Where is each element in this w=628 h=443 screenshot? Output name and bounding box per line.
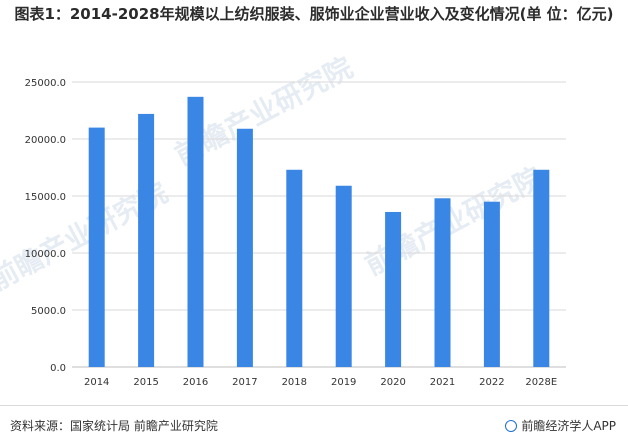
x-tick-label: 2017 xyxy=(232,377,257,388)
brand-text: 前瞻经济学人APP xyxy=(521,419,616,433)
source-text: 资料来源：国家统计局 前瞻产业研究院 xyxy=(10,419,218,433)
y-tick-label: 5000.0 xyxy=(31,306,66,317)
qianzhan-logo-icon xyxy=(505,419,518,432)
bar xyxy=(187,96,204,367)
y-tick-label: 10000.0 xyxy=(25,249,66,260)
y-tick-label: 25000.0 xyxy=(25,78,66,89)
bar xyxy=(434,198,451,367)
brand: 前瞻经济学人APP xyxy=(505,417,616,434)
y-tick-label: 20000.0 xyxy=(25,135,66,146)
x-tick-label: 2019 xyxy=(331,377,356,388)
x-tick-label: 2018 xyxy=(282,377,307,388)
footer: 资料来源：国家统计局 前瞻产业研究院 前瞻经济学人APP xyxy=(0,405,628,443)
x-tick-label: 2022 xyxy=(479,377,504,388)
x-tick-label: 2015 xyxy=(133,377,158,388)
x-tick-label: 2014 xyxy=(84,377,109,388)
bar xyxy=(385,211,402,367)
bar xyxy=(236,128,253,367)
x-tick-label: 2016 xyxy=(183,377,208,388)
y-tick-label: 0.0 xyxy=(50,363,66,374)
bar xyxy=(286,169,303,367)
bar-chart: 0.0 5000.0 10000.0 15000.0 20000.0 25000.0 201… xyxy=(25,78,566,388)
x-tick-label: 2020 xyxy=(380,377,405,388)
x-tick-label: 2028E xyxy=(525,377,557,388)
bar xyxy=(88,127,105,367)
x-tick-label: 2021 xyxy=(430,377,455,388)
chart-title: 图表1：2014-2028年规模以上纺织服装、服饰业企业营业收入及变化情况(单 … xyxy=(14,5,614,23)
bar xyxy=(483,201,500,367)
y-tick-label: 15000.0 xyxy=(25,192,66,203)
chart-area: 0.0 5000.0 10000.0 15000.0 20000.0 25000.0 201… xyxy=(25,78,566,388)
bar xyxy=(533,169,550,367)
bar xyxy=(138,113,155,367)
bar xyxy=(335,185,352,367)
